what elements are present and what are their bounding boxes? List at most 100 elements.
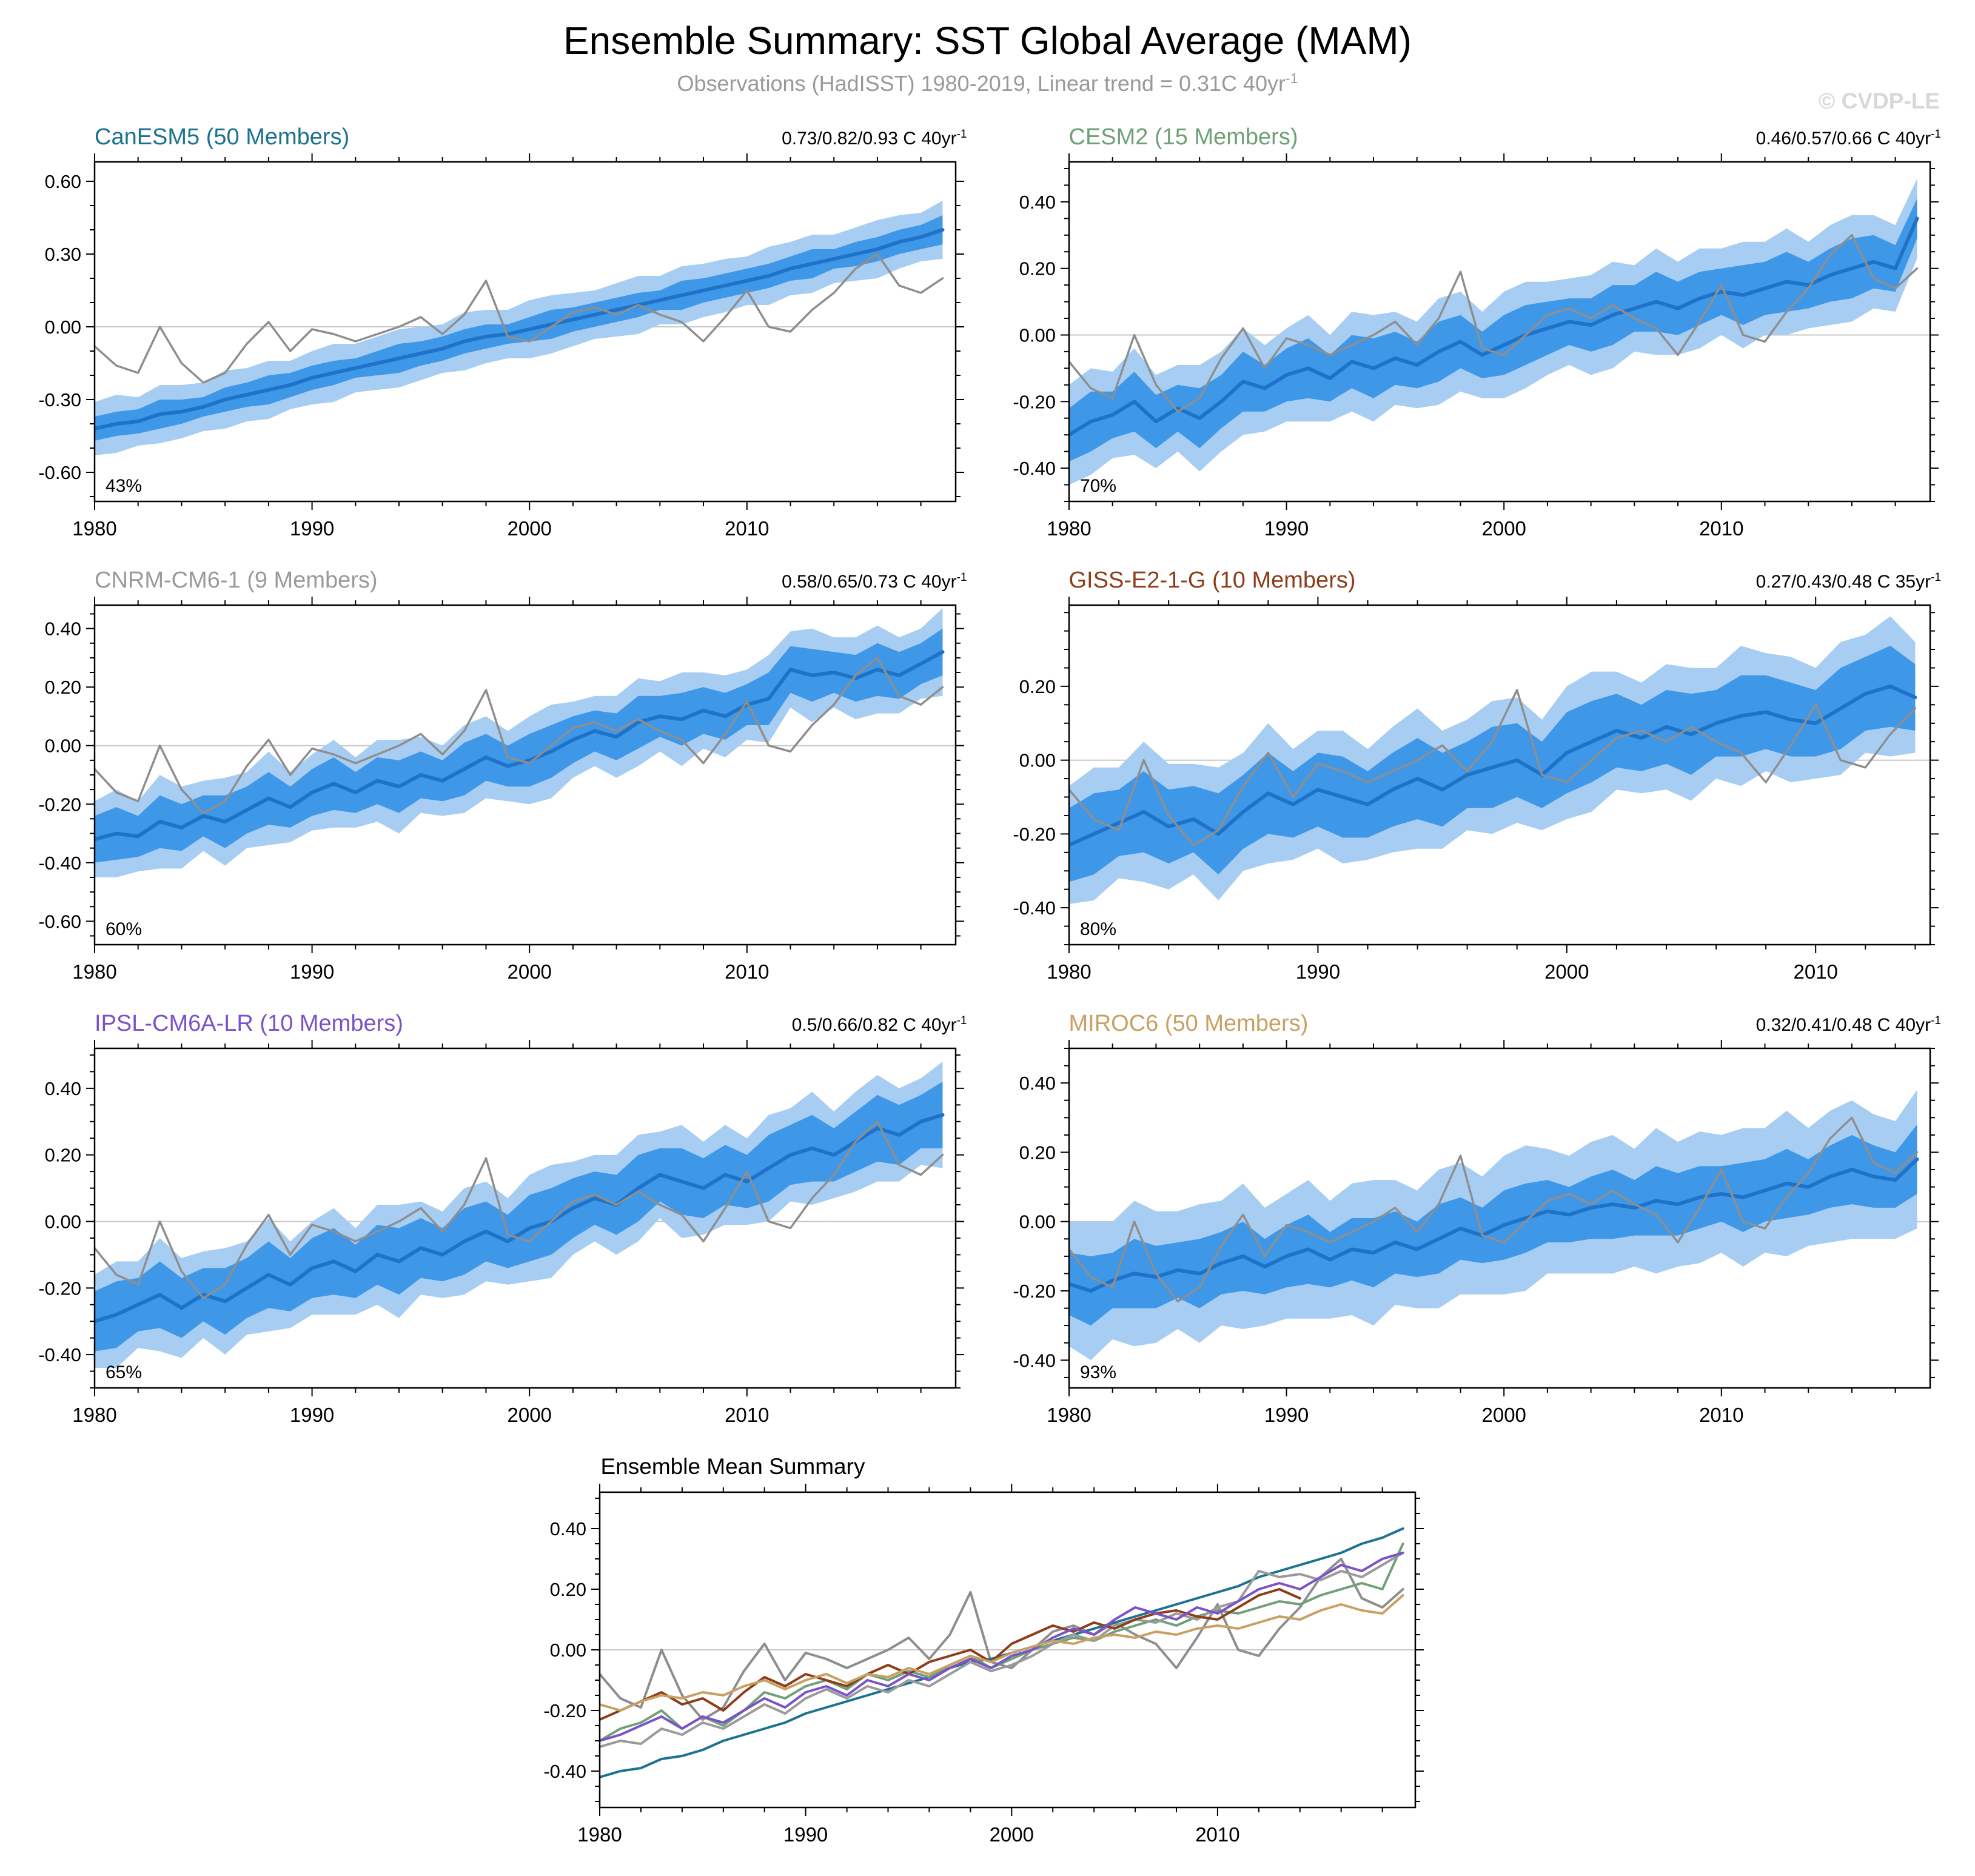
watermark: © CVDP-LE [1819,89,1940,113]
ensemble-mean-line [1068,216,1919,437]
ensemble-spread-band [95,215,943,441]
trend-value: 0.32/0.41/0.48 C 40yr [1755,1015,1931,1035]
summary-chart: -0.40 -0.20 0.00 0.20 0.40 1980 1990 2000 2010 [543,1484,1424,1846]
svg-text:0.60: 0.60 [45,171,81,192]
svg-text:0.30: 0.30 [45,244,81,265]
model-chart: -0.40 -0.20 0.00 0.20 0.40 1980 1990 2000 2010 93… [1013,1040,1939,1426]
svg-text:0.40: 0.40 [45,618,81,640]
subtitle-text: Observations (HadISST) 1980-2019, Linear… [677,71,1286,96]
ensemble-spread-band [95,628,943,863]
plot-frame [93,161,957,503]
svg-text:0.20: 0.20 [549,1579,586,1600]
trend-value: 0.58/0.65/0.73 C 40yr [782,572,957,592]
agreement-percent-label: 65% [106,1362,142,1382]
ensemble-mean-line [95,1113,945,1324]
svg-text:2000: 2000 [989,1823,1033,1846]
svg-text:1990: 1990 [1264,1404,1308,1426]
model-title: CanESM5 (50 Members) [95,124,350,150]
ensemble-mean-line [1068,684,1917,847]
axis-ticks [591,1484,1424,1816]
trend-label: 0.46/0.57/0.66 C 40yr-1 [1756,128,1941,149]
svg-text:2010: 2010 [1699,517,1743,540]
svg-text:-0.40: -0.40 [38,1344,81,1365]
model-chart: -0.60 -0.40 -0.20 0.00 0.20 0.40 1980 1990 2000 2… [38,597,964,983]
axis-ticks [86,1040,964,1396]
panel-header: GISS-E2-1-G (10 Members) 0.27/0.43/0.48 … [990,568,1960,596]
svg-text:-0.40: -0.40 [1013,1350,1056,1371]
svg-text:-0.20: -0.20 [1013,823,1056,845]
axis-ticks [86,597,964,953]
svg-text:0.00: 0.00 [549,1640,586,1661]
trend-sup: -1 [1931,1014,1941,1027]
model-title: IPSL-CM6A-LR (10 Members) [95,1011,403,1036]
panels-grid: CanESM5 (50 Members) 0.73/0.82/0.93 C 40… [0,96,1975,1439]
model-mean-line-GISS-E2-1-G [599,1588,1301,1721]
svg-text:-0.40: -0.40 [543,1761,586,1782]
svg-text:0.00: 0.00 [1019,325,1055,346]
svg-text:-0.20: -0.20 [38,1278,81,1299]
axis-ticks [1060,153,1939,510]
svg-text:0.20: 0.20 [1019,676,1055,697]
svg-text:-0.20: -0.20 [543,1700,586,1721]
model-panel: CanESM5 (50 Members) 0.73/0.82/0.93 C 40… [16,124,985,553]
svg-text:0.00: 0.00 [1019,750,1055,771]
report-header: Ensemble Summary: SST Global Average (MA… [0,0,1975,113]
svg-text:1980: 1980 [1047,517,1091,540]
svg-text:1980: 1980 [577,1823,622,1846]
model-title: CNRM-CM6-1 (9 Members) [95,568,378,593]
ensemble-spread-band [1068,1124,1917,1326]
model-title: MIROC6 (50 Members) [1068,1011,1309,1036]
model-chart: -0.40 -0.20 0.00 0.20 0.40 1980 1990 2000 2010 70… [1013,153,1939,540]
ensemble-mean-line [95,650,945,842]
trend-label: 0.27/0.43/0.48 C 35yr-1 [1756,571,1941,592]
model-mean-line-CNRM-CM6-1 [599,1552,1404,1748]
svg-text:1980: 1980 [72,517,116,540]
model-chart: -0.40 -0.20 0.00 0.20 0.40 1980 1990 2000 2010 65… [38,1040,964,1426]
svg-text:1980: 1980 [1047,1404,1091,1426]
svg-text:2000: 2000 [507,960,551,983]
svg-text:1990: 1990 [1295,960,1340,983]
observations-line [1068,689,1916,846]
svg-text:0.00: 0.00 [1019,1211,1055,1233]
trend-label: 0.58/0.65/0.73 C 40yr-1 [782,571,967,592]
agreement-percent-label: 43% [106,476,142,496]
trend-value: 0.46/0.57/0.66 C 40yr [1755,129,1931,149]
svg-text:1990: 1990 [290,517,334,540]
ensemble-spread-band [95,1081,943,1352]
svg-text:-0.40: -0.40 [1013,458,1056,479]
svg-text:0.40: 0.40 [1019,192,1055,213]
axis-tick-labels: -0.40 -0.20 0.00 0.20 1980 1990 2000 2010 [1013,676,1838,983]
model-panel: IPSL-CM6A-LR (10 Members) 0.5/0.66/0.82 … [16,1011,985,1439]
svg-text:0.40: 0.40 [549,1518,586,1539]
ensemble-spread-band [1068,646,1915,882]
svg-text:0.00: 0.00 [45,317,81,338]
svg-text:0.20: 0.20 [45,677,81,698]
svg-text:1980: 1980 [1047,960,1091,983]
observations-line [95,657,944,814]
plot-frame [93,604,957,946]
model-panel: MIROC6 (50 Members) 0.32/0.41/0.48 C 40y… [990,1011,1960,1439]
svg-text:0.20: 0.20 [1019,1142,1055,1163]
svg-text:-0.60: -0.60 [38,462,81,483]
svg-text:1980: 1980 [72,960,116,983]
svg-text:2010: 2010 [725,960,769,983]
svg-text:0.00: 0.00 [45,1211,81,1233]
svg-text:2010: 2010 [725,1404,769,1426]
svg-text:2000: 2000 [507,517,551,540]
axis-ticks [1060,597,1939,953]
model-chart: -0.40 -0.20 0.00 0.20 1980 1990 2000 2010 80% [1013,597,1939,983]
axis-tick-labels: -0.60 -0.30 0.00 0.30 0.60 1980 1990 2000 2010 [38,171,769,540]
model-title: CESM2 (15 Members) [1068,124,1298,150]
panel-header: IPSL-CM6A-LR (10 Members) 0.5/0.66/0.82 … [16,1011,985,1039]
axis-ticks [86,153,964,510]
svg-text:-0.40: -0.40 [1013,897,1056,919]
svg-text:-0.20: -0.20 [1013,391,1056,412]
agreement-percent-label: 70% [1080,476,1116,496]
trend-label: 0.32/0.41/0.48 C 40yr-1 [1756,1014,1941,1036]
plot-frame [1068,161,1931,503]
svg-text:2010: 2010 [725,517,769,540]
agreement-percent-label: 60% [106,919,142,939]
subtitle-superscript: -1 [1286,70,1298,86]
svg-text:0.40: 0.40 [1019,1073,1055,1094]
